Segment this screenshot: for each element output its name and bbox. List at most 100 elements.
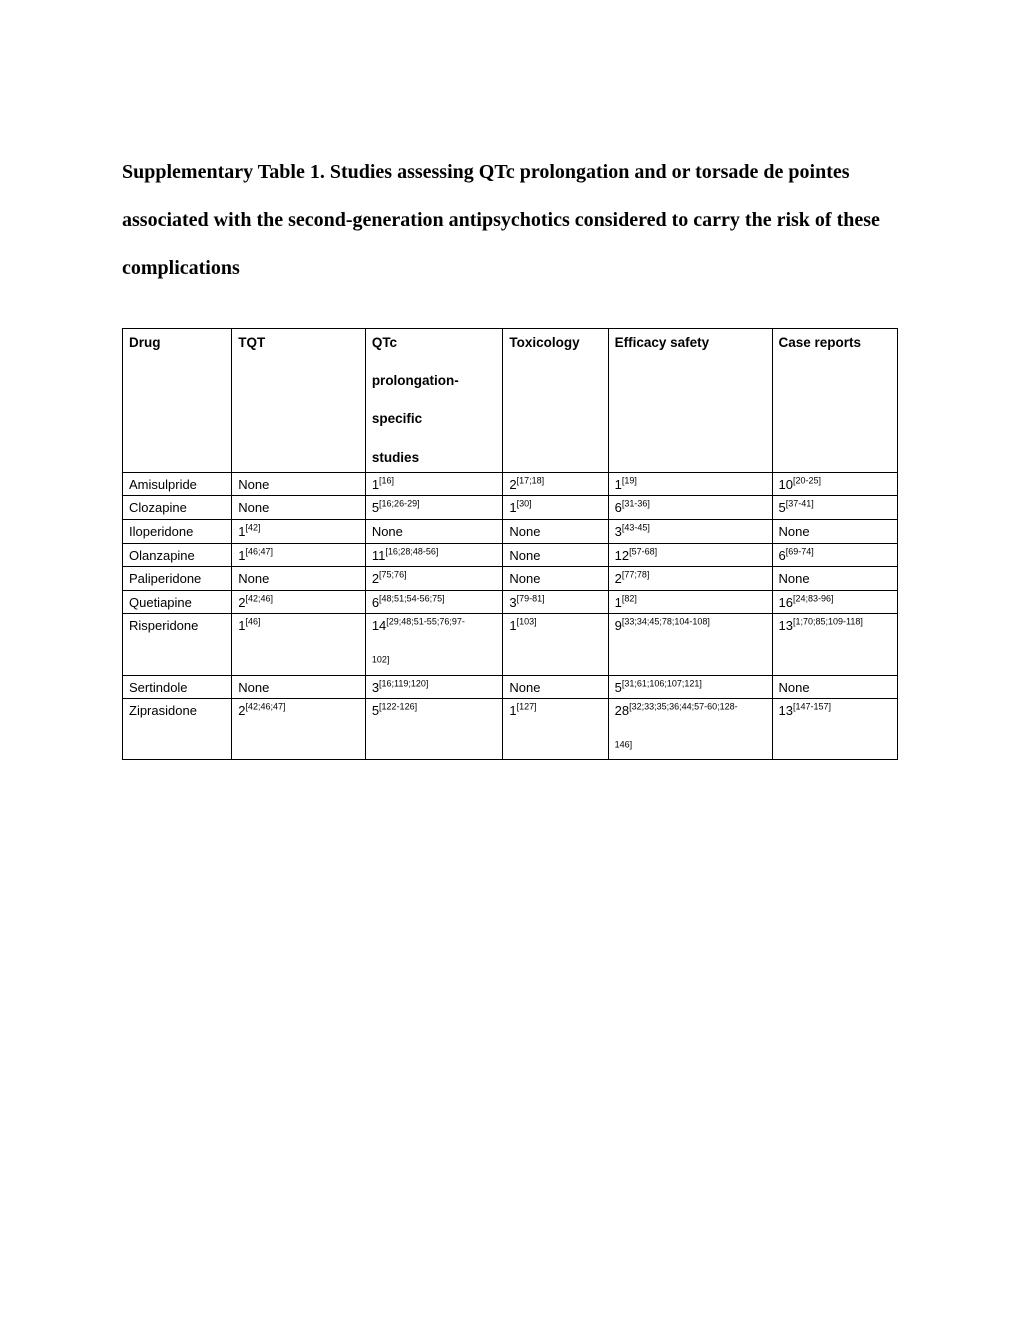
cell-eff: 28[32;33;35;36;44;57-60;128- 146]	[608, 699, 772, 760]
caption-line-3: complications	[122, 257, 240, 279]
cell-text: None	[238, 680, 269, 695]
cell-text: None	[509, 680, 540, 695]
table-row: Iloperidone1[42]NoneNone3[43-45]None	[123, 519, 898, 543]
table-row: AmisulprideNone1[16]2[17;18]1[19]10[20-2…	[123, 472, 898, 496]
cell-count: 5	[615, 680, 622, 695]
cell-tox: None	[503, 543, 608, 567]
cell-refs: [19]	[622, 475, 637, 485]
cell-drug: Quetiapine	[123, 590, 232, 614]
cell-case: 6[69-74]	[772, 543, 897, 567]
cell-case: None	[772, 519, 897, 543]
cell-count: 1	[509, 618, 516, 633]
table-header-row: Drug TQT QTc prolongation- specific stud…	[123, 329, 898, 473]
cell-count: 13	[779, 618, 793, 633]
cell-count: 2	[615, 571, 622, 586]
cell-refs: [29;48;51-55;76;97-	[386, 617, 465, 627]
cell-tox: 3[79-81]	[503, 590, 608, 614]
cell-count: 3	[615, 524, 622, 539]
cell-refs: [127]	[517, 702, 537, 712]
table-row: Quetiapine2[42;46]6[48;51;54-56;75]3[79-…	[123, 590, 898, 614]
cell-text: None	[238, 477, 269, 492]
cell-count: 3	[509, 595, 516, 610]
table-row: Risperidone1[46]14[29;48;51-55;76;97-102…	[123, 614, 898, 675]
cell-count: 5	[372, 703, 379, 718]
cell-tox: 1[103]	[503, 614, 608, 675]
cell-refs: [57-68]	[629, 546, 657, 556]
col-drug: Drug	[123, 329, 232, 473]
cell-refs: [77;78]	[622, 570, 650, 580]
cell-tox: None	[503, 519, 608, 543]
cell-refs-cont: 146]	[615, 739, 633, 749]
cell-refs: [32;33;35;36;44;57-60;128-	[629, 702, 738, 712]
cell-refs: [20-25]	[793, 475, 821, 485]
cell-count: 5	[372, 500, 379, 515]
cell-tqt: None	[232, 472, 366, 496]
cell-tqt: None	[232, 675, 366, 699]
col-qtc: QTc prolongation- specific studies	[365, 329, 503, 473]
cell-drug: Olanzapine	[123, 543, 232, 567]
cell-qtc: 1[16]	[365, 472, 503, 496]
cell-count: 10	[779, 477, 793, 492]
cell-eff: 12[57-68]	[608, 543, 772, 567]
cell-tqt: 2[42;46]	[232, 590, 366, 614]
cell-refs: [31;61;106;107;121]	[622, 678, 702, 688]
cell-case: None	[772, 567, 897, 591]
cell-drug: Risperidone	[123, 614, 232, 675]
table-row: PaliperidoneNone2[75;76]None2[77;78]None	[123, 567, 898, 591]
cell-refs: [42;46]	[246, 593, 274, 603]
cell-tqt: 1[46;47]	[232, 543, 366, 567]
cell-eff: 2[77;78]	[608, 567, 772, 591]
cell-tqt: None	[232, 567, 366, 591]
cell-count: 2	[238, 703, 245, 718]
cell-drug: Ziprasidone	[123, 699, 232, 760]
cell-text: None	[779, 571, 810, 586]
cell-count: 1	[238, 618, 245, 633]
cell-count: 2	[372, 571, 379, 586]
cell-refs: [42]	[246, 523, 261, 533]
cell-count: 1	[509, 703, 516, 718]
cell-count: 1	[238, 524, 245, 539]
cell-text: None	[372, 524, 403, 539]
table-caption: Supplementary Table 1. Studies assessing…	[122, 148, 898, 292]
cell-refs: [42;46;47]	[246, 702, 286, 712]
cell-refs: [79-81]	[517, 593, 545, 603]
cell-case: 5[37-41]	[772, 496, 897, 520]
cell-refs: [46]	[246, 617, 261, 627]
cell-drug: Iloperidone	[123, 519, 232, 543]
col-tqt: TQT	[232, 329, 366, 473]
cell-refs: [103]	[517, 617, 537, 627]
cell-eff: 3[43-45]	[608, 519, 772, 543]
cell-count: 1	[615, 477, 622, 492]
cell-refs: [16;119;120]	[379, 678, 428, 688]
table-row: SertindoleNone3[16;119;120]None5[31;61;1…	[123, 675, 898, 699]
cell-case: 10[20-25]	[772, 472, 897, 496]
cell-count: 6	[779, 548, 786, 563]
cell-count: 3	[372, 680, 379, 695]
cell-eff: 1[19]	[608, 472, 772, 496]
cell-count: 5	[779, 500, 786, 515]
studies-table: Drug TQT QTc prolongation- specific stud…	[122, 328, 898, 760]
cell-refs: [122-126]	[379, 702, 417, 712]
cell-qtc: 11[16;28;48-56]	[365, 543, 503, 567]
cell-count: 1	[615, 595, 622, 610]
col-toxicology: Toxicology	[503, 329, 608, 473]
cell-refs: [17;18]	[517, 475, 545, 485]
cell-refs: [82]	[622, 593, 637, 603]
cell-count: 28	[615, 703, 629, 718]
cell-tox: 2[17;18]	[503, 472, 608, 496]
cell-tqt: None	[232, 496, 366, 520]
cell-count: 6	[615, 500, 622, 515]
cell-eff: 9[33;34;45;78;104-108]	[608, 614, 772, 675]
cell-count: 9	[615, 618, 622, 633]
cell-count: 6	[372, 595, 379, 610]
col-efficacy-safety: Efficacy safety	[608, 329, 772, 473]
cell-refs: [30]	[517, 499, 532, 509]
cell-refs: [16]	[379, 475, 394, 485]
cell-qtc: 3[16;119;120]	[365, 675, 503, 699]
cell-refs: [69-74]	[786, 546, 814, 556]
cell-eff: 6[31-36]	[608, 496, 772, 520]
cell-count: 11	[372, 548, 386, 563]
cell-drug: Paliperidone	[123, 567, 232, 591]
cell-case: None	[772, 675, 897, 699]
cell-qtc: 5[16;26-29]	[365, 496, 503, 520]
